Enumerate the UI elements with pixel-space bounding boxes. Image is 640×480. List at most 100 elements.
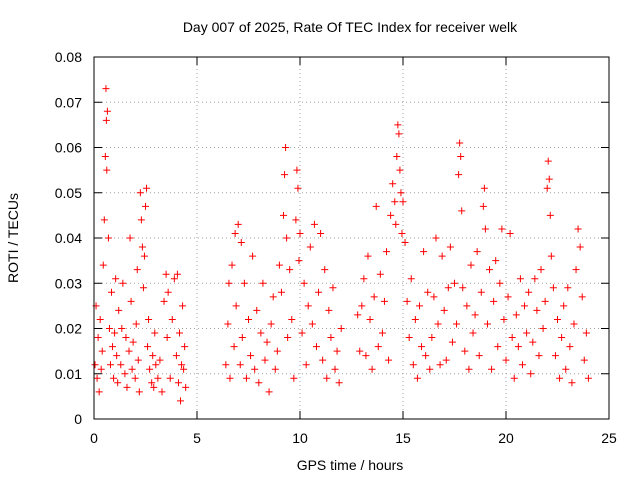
data-point xyxy=(535,352,543,360)
data-point xyxy=(137,216,145,224)
data-point xyxy=(364,252,372,260)
data-point xyxy=(331,365,339,373)
data-point xyxy=(109,343,117,351)
data-point xyxy=(118,325,126,332)
data-point xyxy=(152,361,160,369)
data-point xyxy=(580,356,588,364)
data-point xyxy=(566,343,574,351)
data-point xyxy=(135,388,143,396)
data-point xyxy=(455,171,463,179)
data-point xyxy=(280,211,288,219)
data-point xyxy=(453,320,461,328)
data-point xyxy=(420,248,428,256)
data-points xyxy=(91,85,592,405)
data-point xyxy=(91,361,99,369)
data-point xyxy=(448,338,456,346)
data-point xyxy=(261,356,269,364)
data-point xyxy=(376,270,384,278)
data-point xyxy=(310,220,318,228)
data-point xyxy=(240,279,248,287)
data-point xyxy=(226,374,234,382)
data-point xyxy=(323,374,331,382)
data-point xyxy=(273,347,281,355)
data-point xyxy=(467,261,475,269)
data-point xyxy=(108,288,116,296)
data-point xyxy=(551,352,559,360)
data-point xyxy=(354,311,362,319)
data-point xyxy=(106,361,114,369)
data-point xyxy=(506,229,514,237)
data-point xyxy=(446,243,454,251)
data-point xyxy=(265,388,273,396)
data-point xyxy=(549,284,557,292)
data-point xyxy=(236,361,244,369)
data-point xyxy=(263,338,271,346)
data-point xyxy=(317,229,325,237)
data-point xyxy=(578,293,586,301)
data-point xyxy=(335,379,343,387)
x-axis-label: GPS time / hours xyxy=(297,457,404,473)
data-point xyxy=(394,121,402,129)
data-point xyxy=(145,315,153,323)
data-point xyxy=(523,329,531,337)
data-point xyxy=(160,297,168,305)
data-point xyxy=(222,361,230,369)
data-point xyxy=(480,184,488,192)
data-point xyxy=(383,248,391,256)
data-point xyxy=(539,325,547,332)
data-point xyxy=(148,379,156,387)
data-point xyxy=(457,153,465,161)
data-point xyxy=(362,352,370,360)
data-point xyxy=(251,365,259,373)
data-point xyxy=(178,361,186,369)
data-point xyxy=(374,343,382,351)
data-point xyxy=(546,211,554,219)
data-point xyxy=(564,284,572,292)
data-point xyxy=(456,139,464,147)
data-point xyxy=(440,306,448,314)
data-point xyxy=(319,356,327,364)
data-point xyxy=(327,334,335,342)
data-point xyxy=(290,374,298,382)
data-point xyxy=(459,284,467,292)
data-point xyxy=(114,379,122,387)
data-point xyxy=(584,374,592,382)
data-point xyxy=(177,397,185,405)
data-point xyxy=(231,229,239,237)
x-tick-label: 15 xyxy=(395,430,411,446)
data-point xyxy=(413,374,421,382)
data-point xyxy=(94,334,102,342)
data-point xyxy=(556,374,564,382)
data-point xyxy=(281,171,289,179)
data-point xyxy=(415,302,423,310)
data-point xyxy=(163,334,171,342)
data-point xyxy=(98,347,106,355)
data-point xyxy=(438,252,446,260)
data-point xyxy=(529,338,537,346)
y-axis-label: ROTI / TECUs xyxy=(5,193,21,283)
data-point xyxy=(143,184,151,192)
data-point xyxy=(479,202,487,210)
data-point xyxy=(111,329,119,337)
data-point xyxy=(315,288,323,296)
data-point xyxy=(179,302,187,310)
data-point xyxy=(173,270,181,278)
plot-frame xyxy=(93,56,610,420)
data-point xyxy=(329,284,337,292)
data-point xyxy=(112,275,120,283)
data-point xyxy=(436,361,444,369)
data-point xyxy=(562,365,570,373)
data-point xyxy=(271,365,279,373)
data-point xyxy=(259,279,267,287)
y-tick-label: 0.08 xyxy=(55,49,82,65)
x-tick-label: 5 xyxy=(193,430,201,446)
data-point xyxy=(127,297,135,305)
data-point xyxy=(168,315,176,323)
data-point xyxy=(543,184,551,192)
data-point xyxy=(399,198,407,206)
data-point xyxy=(368,365,376,373)
data-point xyxy=(181,343,189,351)
data-point xyxy=(117,361,125,369)
data-point xyxy=(182,383,190,391)
